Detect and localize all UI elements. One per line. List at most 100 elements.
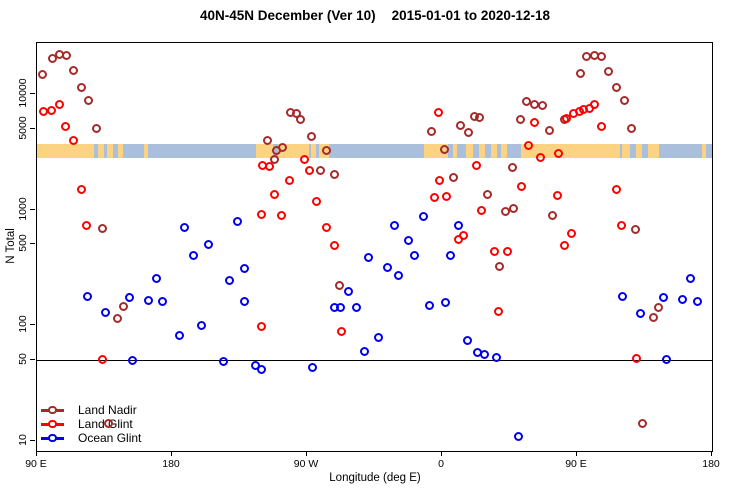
data-point-land-nadir <box>76 83 86 93</box>
data-point-land-glint <box>61 122 71 131</box>
x-axis-tick-label: 180 <box>702 458 720 470</box>
data-point-land-glint <box>441 191 451 201</box>
data-point-ocean-glint <box>82 291 92 301</box>
data-point-land-glint <box>277 211 287 221</box>
map-strip-land-segment <box>311 143 317 158</box>
data-point-land-glint <box>535 153 545 163</box>
y-axis-tick-label: 500 <box>17 234 29 253</box>
data-point-land-nadir <box>654 303 664 313</box>
data-point-ocean-glint <box>344 287 354 297</box>
map-strip-land-segment <box>37 143 94 158</box>
data-point-land-nadir <box>515 115 525 125</box>
y-axis-tick-label: 10 <box>17 434 29 446</box>
data-point-ocean-glint <box>419 212 429 222</box>
map-strip-land-segment <box>452 143 457 158</box>
data-point-land-nadir <box>597 52 607 62</box>
legend-marker-circle <box>48 405 57 415</box>
x-axis-tick <box>441 451 442 456</box>
legend-label: Ocean Glint <box>78 431 142 445</box>
data-point-ocean-glint <box>404 236 414 245</box>
data-point-land-glint <box>337 327 347 337</box>
data-point-land-glint <box>502 247 512 257</box>
reference-line-50 <box>37 360 712 362</box>
data-point-ocean-glint <box>203 240 213 250</box>
data-point-land-nadir <box>316 165 326 175</box>
data-point-ocean-glint <box>127 356 137 366</box>
data-point-land-glint <box>69 136 78 145</box>
data-point-land-nadir <box>97 224 107 234</box>
chart-title-region: 40N-45N December (Ver 10) <box>200 8 376 23</box>
data-point-ocean-glint <box>251 360 261 370</box>
data-point-land-nadir <box>604 66 614 76</box>
data-point-land-nadir <box>448 173 458 183</box>
data-point-land-nadir <box>494 262 504 272</box>
data-point-ocean-glint <box>618 291 628 301</box>
data-point-ocean-glint <box>374 332 384 342</box>
x-axis-tick-label: 90 E <box>25 458 47 470</box>
data-point-land-nadir <box>638 419 648 429</box>
y-axis-tick <box>30 324 35 326</box>
data-point-land-glint <box>559 241 569 251</box>
map-strip-land-segment <box>490 143 497 158</box>
data-point-land-nadir <box>103 419 113 429</box>
data-point-land-glint <box>476 206 486 216</box>
map-strip-land-segment <box>117 143 123 158</box>
y-axis-tick-label: 100 <box>17 315 29 334</box>
data-point-land-glint <box>561 114 571 124</box>
data-point-land-nadir <box>463 128 473 138</box>
data-point-ocean-glint <box>440 298 450 308</box>
data-point-land-nadir <box>631 225 641 235</box>
data-point-ocean-glint <box>239 297 249 307</box>
y-axis-tick <box>30 359 35 361</box>
data-point-land-nadir <box>330 170 340 180</box>
data-point-land-nadir <box>335 280 345 290</box>
data-point-land-nadir <box>307 132 317 142</box>
data-point-land-glint <box>256 321 266 331</box>
data-point-ocean-glint <box>336 303 346 313</box>
x-axis-tick-label: 180 <box>162 458 180 470</box>
data-point-ocean-glint <box>256 365 266 375</box>
data-point-ocean-glint <box>124 293 134 303</box>
data-point-ocean-glint <box>445 251 455 261</box>
data-point-ocean-glint <box>686 274 696 284</box>
data-point-ocean-glint <box>218 357 228 367</box>
data-point-land-nadir <box>439 145 449 155</box>
x-axis-tick-label: 90 E <box>565 458 587 470</box>
data-point-ocean-glint <box>462 336 472 346</box>
map-strip-land-segment <box>500 143 507 158</box>
data-point-land-nadir <box>612 82 622 92</box>
data-point-ocean-glint <box>409 251 419 261</box>
y-axis-tick <box>30 440 35 442</box>
data-point-land-nadir <box>69 65 78 75</box>
data-point-land-glint <box>265 162 275 172</box>
data-point-land-nadir <box>48 54 57 64</box>
data-point-ocean-glint <box>179 223 189 233</box>
data-point-land-glint <box>471 161 481 171</box>
data-point-ocean-glint <box>188 251 198 261</box>
data-point-ocean-glint <box>678 294 688 304</box>
data-point-land-glint <box>430 193 440 203</box>
data-point-land-glint <box>553 148 563 158</box>
data-point-land-glint <box>47 106 57 116</box>
data-point-ocean-glint <box>360 346 370 356</box>
data-point-land-nadir <box>508 204 518 214</box>
map-strip-land-segment <box>465 143 473 158</box>
data-point-land-nadir <box>84 95 93 105</box>
map-strip-land-segment <box>648 143 659 158</box>
data-point-ocean-glint <box>240 264 250 274</box>
data-point-land-nadir <box>270 155 280 165</box>
y-axis-tick-label: 50 <box>17 353 29 365</box>
legend-marker-circle <box>48 433 57 443</box>
data-point-land-nadir <box>482 189 492 199</box>
data-point-land-glint <box>489 247 499 257</box>
map-strip-land-segment <box>478 143 485 158</box>
data-point-ocean-glint <box>196 320 206 330</box>
legend-marker-circle <box>48 419 57 429</box>
chart-title-daterange: 2015-01-01 to 2020-12-18 <box>391 8 550 23</box>
data-point-land-glint <box>617 221 627 231</box>
data-point-land-glint <box>330 241 340 251</box>
data-point-land-nadir <box>576 68 586 78</box>
data-point-land-glint <box>312 197 322 207</box>
data-point-land-nadir <box>474 113 484 123</box>
data-point-ocean-glint <box>174 330 184 340</box>
